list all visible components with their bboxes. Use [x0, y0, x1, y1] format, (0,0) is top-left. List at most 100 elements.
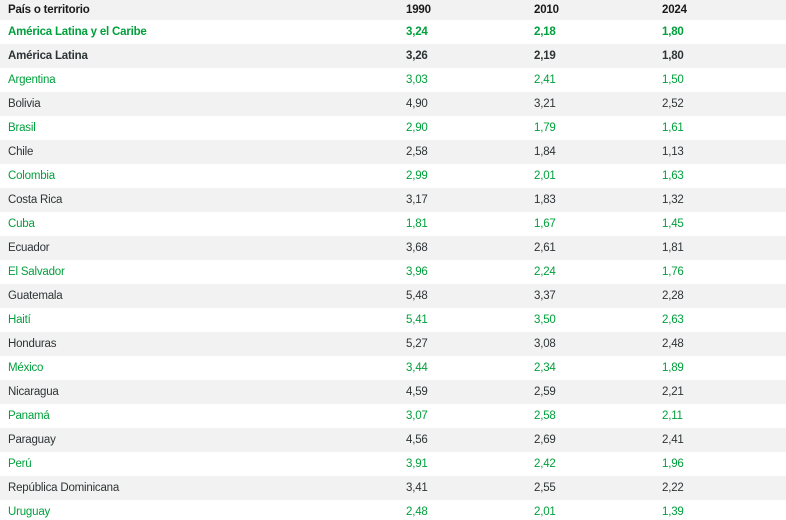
cell-value-2010: 2,42 — [534, 458, 556, 470]
column-header-1990: 1990 — [388, 0, 516, 20]
cell-value-1990: 3,17 — [406, 194, 428, 206]
table-row: Perú 3,91 2,42 1,96 — [0, 452, 786, 476]
cell-country-name: México — [8, 362, 44, 374]
cell-value-1990: 5,48 — [406, 290, 428, 302]
table-row: Colombia 2,99 2,01 1,63 — [0, 164, 786, 188]
cell-value-2024: 1,96 — [662, 458, 684, 470]
cell-country-name: Uruguay — [8, 506, 51, 518]
cell-country-name: Honduras — [8, 338, 57, 350]
column-header-2024: 2024 — [644, 0, 786, 20]
cell-country-name: Haití — [8, 314, 31, 326]
cell-value-1990: 2,90 — [406, 122, 428, 134]
cell-value-2010: 1,84 — [534, 146, 556, 158]
cell-value-2024: 1,13 — [662, 146, 684, 158]
table-header-row: País o territorio 1990 2010 2024 — [0, 0, 786, 20]
cell-value-1990: 4,56 — [406, 434, 428, 446]
cell-country-name: Chile — [8, 146, 34, 158]
column-header-2010: 2010 — [516, 0, 644, 20]
cell-value-1990: 3,26 — [406, 50, 428, 62]
table-row: América Latina y el Caribe 3,24 2,18 1,80 — [0, 20, 786, 44]
table-row: El Salvador 3,96 2,24 1,76 — [0, 260, 786, 284]
table-row: Honduras 5,27 3,08 2,48 — [0, 332, 786, 356]
cell-value-1990: 3,07 — [406, 410, 428, 422]
cell-value-2024: 1,80 — [662, 26, 684, 38]
cell-value-2024: 1,81 — [662, 242, 684, 254]
cell-country-name: Costa Rica — [8, 194, 63, 206]
cell-country-name: República Dominicana — [8, 482, 120, 494]
cell-value-2010: 2,34 — [534, 362, 556, 374]
cell-value-2010: 3,50 — [534, 314, 556, 326]
cell-value-2010: 2,58 — [534, 410, 556, 422]
cell-value-2010: 2,41 — [534, 74, 556, 86]
table-row: Guatemala 5,48 3,37 2,28 — [0, 284, 786, 308]
table-row: Haití 5,41 3,50 2,63 — [0, 308, 786, 332]
cell-country-name: Guatemala — [8, 290, 63, 302]
table-row: Panamá 3,07 2,58 2,11 — [0, 404, 786, 428]
cell-value-2024: 2,48 — [662, 338, 684, 350]
cell-value-2024: 2,28 — [662, 290, 684, 302]
cell-value-2024: 2,22 — [662, 482, 684, 494]
cell-value-2010: 2,61 — [534, 242, 556, 254]
cell-value-2010: 2,69 — [534, 434, 556, 446]
cell-value-1990: 5,27 — [406, 338, 428, 350]
cell-value-2024: 2,52 — [662, 98, 684, 110]
cell-value-2024: 2,11 — [662, 410, 683, 422]
cell-value-1990: 3,24 — [406, 26, 428, 38]
cell-value-2024: 1,39 — [662, 506, 684, 518]
cell-country-name: Argentina — [8, 74, 56, 86]
table-row: Cuba 1,81 1,67 1,45 — [0, 212, 786, 236]
cell-value-1990: 2,99 — [406, 170, 428, 182]
cell-value-2010: 3,37 — [534, 290, 556, 302]
cell-value-2010: 1,83 — [534, 194, 556, 206]
cell-value-2010: 2,59 — [534, 386, 556, 398]
cell-country-name: América Latina — [8, 50, 88, 62]
cell-country-name: Colombia — [8, 170, 55, 182]
cell-value-1990: 4,59 — [406, 386, 428, 398]
cell-value-2024: 1,61 — [662, 122, 684, 134]
table-row: Uruguay 2,48 2,01 1,39 — [0, 500, 786, 520]
cell-country-name: Perú — [8, 458, 32, 470]
cell-value-1990: 3,68 — [406, 242, 428, 254]
table-row: Ecuador 3,68 2,61 1,81 — [0, 236, 786, 260]
cell-value-2024: 1,45 — [662, 218, 684, 230]
table-row: América Latina 3,26 2,19 1,80 — [0, 44, 786, 68]
cell-value-2024: 1,89 — [662, 362, 684, 374]
cell-value-1990: 3,96 — [406, 266, 428, 278]
cell-country-name: Ecuador — [8, 242, 50, 254]
cell-value-2010: 1,67 — [534, 218, 556, 230]
table-header: País o territorio 1990 2010 2024 — [0, 0, 786, 20]
table-row: Argentina 3,03 2,41 1,50 — [0, 68, 786, 92]
cell-value-1990: 2,58 — [406, 146, 428, 158]
cell-country-name: Nicaragua — [8, 386, 59, 398]
cell-country-name: Panamá — [8, 410, 50, 422]
cell-value-2024: 1,50 — [662, 74, 684, 86]
cell-value-2010: 1,79 — [534, 122, 556, 134]
cell-value-2010: 3,08 — [534, 338, 556, 350]
cell-country-name: América Latina y el Caribe — [8, 26, 147, 38]
cell-value-2010: 2,55 — [534, 482, 556, 494]
cell-value-1990: 2,48 — [406, 506, 428, 518]
cell-value-2010: 3,21 — [534, 98, 556, 110]
cell-value-1990: 3,44 — [406, 362, 428, 374]
cell-value-2024: 2,21 — [662, 386, 684, 398]
cell-country-name: Brasil — [8, 122, 36, 134]
cell-value-2010: 2,01 — [534, 170, 556, 182]
cell-value-1990: 1,81 — [406, 218, 428, 230]
table-body: América Latina y el Caribe 3,24 2,18 1,80 Am… — [0, 20, 786, 520]
cell-country-name: Paraguay — [8, 434, 56, 446]
column-header-country: País o territorio — [0, 0, 388, 20]
table-row: República Dominicana 3,41 2,55 2,22 — [0, 476, 786, 500]
cell-value-2024: 2,41 — [662, 434, 684, 446]
cell-value-2010: 2,19 — [534, 50, 556, 62]
table-row: Nicaragua 4,59 2,59 2,21 — [0, 380, 786, 404]
cell-value-2024: 1,80 — [662, 50, 684, 62]
cell-value-1990: 3,03 — [406, 74, 428, 86]
cell-value-1990: 3,91 — [406, 458, 428, 470]
cell-value-2010: 2,01 — [534, 506, 556, 518]
cell-country-name: Cuba — [8, 218, 35, 230]
cell-value-1990: 5,41 — [406, 314, 428, 326]
table-row: Chile 2,58 1,84 1,13 — [0, 140, 786, 164]
cell-value-1990: 3,41 — [406, 482, 428, 494]
table-row: Costa Rica 3,17 1,83 1,32 — [0, 188, 786, 212]
